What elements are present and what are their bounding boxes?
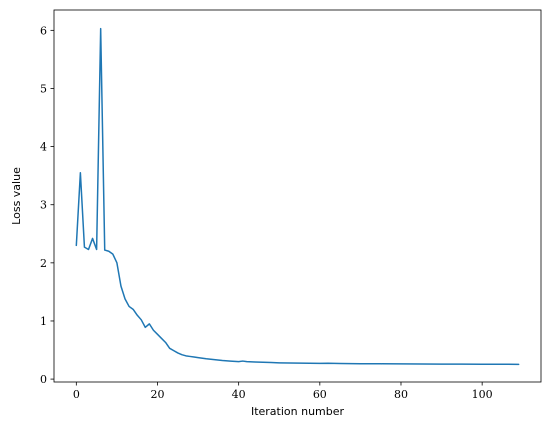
x-axis-label: Iteration number <box>251 405 345 418</box>
loss-series-line-0 <box>75 27 520 366</box>
x-tick-label: 40 <box>232 388 246 401</box>
x-tick-label: 20 <box>150 388 164 401</box>
y-tick-label: 4 <box>40 141 47 154</box>
x-tick-label: 60 <box>313 388 327 401</box>
y-tick-label: 3 <box>40 199 47 212</box>
x-tick-label: 100 <box>472 388 493 401</box>
y-tick-label: 0 <box>40 373 47 386</box>
y-tick-label: 5 <box>40 82 47 95</box>
plot-frame <box>53 9 542 383</box>
x-tick-label: 80 <box>394 388 408 401</box>
x-tick-label: 0 <box>73 388 80 401</box>
y-tick-group: 0 1 2 3 4 5 6 <box>40 24 54 386</box>
y-tick-label: 6 <box>40 24 47 37</box>
y-axis-label: Loss value <box>10 167 23 225</box>
y-tick-label: 2 <box>40 257 47 270</box>
x-tick-group: 0 20 40 60 80 100 <box>73 382 493 401</box>
y-tick-label: 1 <box>40 315 47 328</box>
plot-group <box>75 27 520 366</box>
